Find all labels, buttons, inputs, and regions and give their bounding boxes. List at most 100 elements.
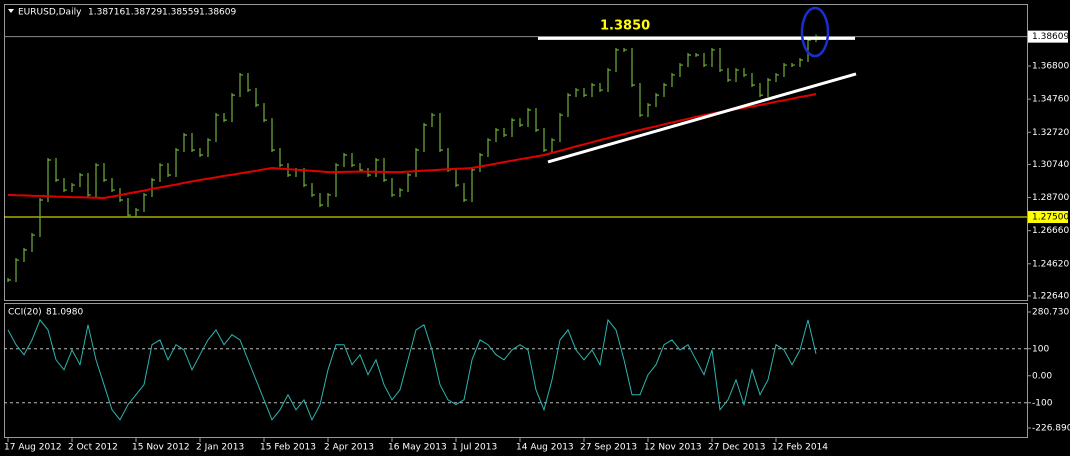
price-bar [79,172,83,188]
price-bar [279,147,283,168]
ohlc-low: 1.38559 [162,8,199,18]
x-tick-label: 2 Apr 2013 [324,443,374,453]
price-bar [183,133,187,152]
price-bar [679,63,683,77]
price-bar [343,153,347,168]
price-bar [39,197,43,238]
price-bar [391,178,395,197]
price-bar [687,52,691,68]
price-bar [783,63,787,77]
price-bar [215,113,219,143]
price-bar [511,118,515,138]
price-bar [7,278,11,283]
y-tick-label: 1.28700 [1032,193,1069,203]
y-tick-label: 1.36800 [1032,62,1069,72]
price-bar [143,192,147,213]
price-bar [735,68,739,82]
cci-value: 81.0980 [46,308,83,318]
price-bar [263,102,267,123]
price-bar [583,88,587,98]
price-bar [503,127,507,138]
price-bar [639,83,643,118]
cci-title: CCI(20) [8,308,42,318]
price-bar [271,118,275,152]
price-bar [527,108,531,127]
price-bar [167,163,171,177]
ohlc-open: 1.38716 [88,8,125,18]
price-bar [319,192,323,208]
price-bar [407,172,411,193]
price-bar [399,188,403,197]
y-tick-label: 1.30740 [1032,160,1069,170]
y-tick-label: 1.32720 [1032,128,1069,138]
resistance-label: 1.3850 [600,19,650,34]
price-bar [431,113,435,127]
x-tick-label: 27 Dec 2013 [708,443,766,453]
price-bar [615,47,619,73]
price-bar [599,83,603,93]
price-bar [135,208,139,218]
x-tick-label: 17 Aug 2012 [4,443,62,453]
price-bar [799,58,803,68]
price-bar [127,197,131,218]
ohlc-close: 1.38609 [199,8,236,18]
highlight-circle [800,6,830,58]
y-tick-label: 1.24620 [1032,259,1069,269]
y-tick-label: 1.22640 [1032,291,1069,301]
x-tick-label: 12 Nov 2013 [644,443,702,453]
x-tick-label: 2 Jan 2013 [196,443,244,453]
price-bar [463,183,467,202]
price-bar [231,93,235,123]
x-tick-label: 16 May 2013 [388,443,447,453]
menu-arrow[interactable] [8,9,14,13]
symbol-title: EURUSD,Daily [18,8,82,18]
price-bar [543,127,547,152]
price-bar [487,138,491,158]
price-bar [255,88,259,107]
price-bar [327,192,331,208]
price-bar [519,118,523,127]
price-bar [575,88,579,98]
price-bar [719,47,723,73]
price-bar [751,72,755,88]
price-bar [647,102,651,118]
price-bar [767,77,771,98]
price-bar [567,93,571,118]
y-tick-label: 1.34760 [1032,95,1069,105]
price-bar [311,183,315,197]
y-tick-label: 100 [1032,344,1049,354]
x-tick-label: 15 Feb 2013 [260,443,316,453]
x-tick-label: 15 Nov 2012 [132,443,190,453]
price-bar [239,72,243,98]
price-bar [743,68,747,77]
cci-line [7,318,817,421]
price-bar [55,158,59,183]
moving-average [7,93,817,200]
price-bar [95,163,99,197]
x-tick-label: 2 Oct 2012 [68,443,118,453]
price-bar [375,158,379,177]
main-panel [4,4,1028,301]
price-bar [807,38,811,63]
price-bar [727,68,731,82]
price-bar [455,167,459,188]
price-bar [63,178,67,193]
price-bar [175,147,179,177]
level-label-bg [1028,211,1068,224]
price-bar [199,147,203,158]
price-bar [223,113,227,123]
price-bar [711,47,715,68]
price-bar [87,172,91,197]
price-bar [351,153,355,168]
price-bar [791,63,795,68]
price-bar [559,113,563,143]
price-bar [663,83,667,98]
price-bar [479,153,483,172]
price-bar [47,158,51,202]
price-bar [655,93,659,107]
price-bar [439,113,443,152]
price-bar [607,68,611,93]
price-bar [383,158,387,183]
